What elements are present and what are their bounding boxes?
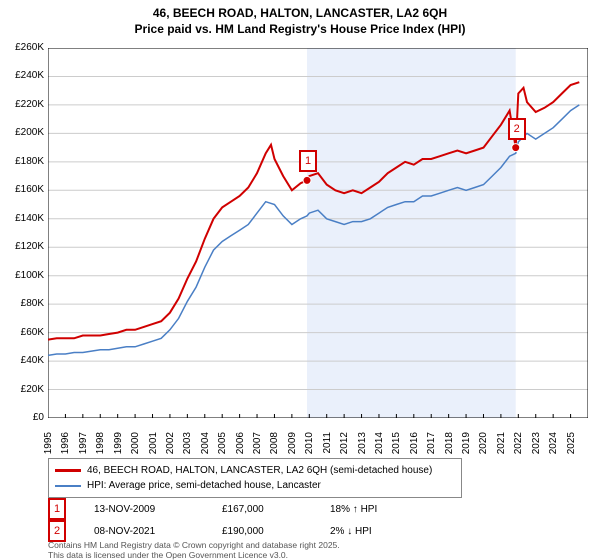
annotation-price-2: £190,000 — [222, 526, 302, 537]
legend-row-series1: 46, BEECH ROAD, HALTON, LANCASTER, LA2 6… — [55, 463, 455, 478]
y-axis-label: £60K — [4, 327, 44, 339]
annotation-marker-1: 1 — [48, 498, 66, 520]
x-axis-label: 2012 — [339, 432, 350, 454]
x-axis-label: 2017 — [426, 432, 437, 454]
x-axis-label: 2019 — [461, 432, 472, 454]
y-axis-label: £160K — [4, 184, 44, 196]
legend-swatch-series2 — [55, 485, 81, 487]
x-axis-label: 2013 — [357, 432, 368, 454]
x-axis-label: 1998 — [95, 432, 106, 454]
legend-swatch-series1 — [55, 469, 81, 472]
title-line2: Price paid vs. HM Land Registry's House … — [0, 22, 600, 38]
x-axis-label: 2001 — [148, 432, 159, 454]
x-axis-label: 2000 — [130, 432, 141, 454]
x-axis-label: 2011 — [322, 432, 333, 454]
y-axis-label: £140K — [4, 213, 44, 225]
x-axis-label: 2016 — [409, 432, 420, 454]
y-axis-label: £40K — [4, 355, 44, 367]
chart-svg — [48, 48, 588, 418]
annotation-hpi-2: 2% ↓ HPI — [330, 526, 430, 537]
x-axis-label: 2006 — [235, 432, 246, 454]
chart-marker-1: 1 — [299, 150, 317, 172]
x-axis-label: 2021 — [496, 432, 507, 454]
x-axis-label: 1995 — [43, 432, 54, 454]
annotation-row-1: 1 13-NOV-2009 £167,000 18% ↑ HPI — [48, 498, 430, 520]
annotation-price-1: £167,000 — [222, 504, 302, 515]
x-axis-label: 2009 — [287, 432, 298, 454]
annotation-date-1: 13-NOV-2009 — [94, 504, 194, 515]
annotation-hpi-1: 18% ↑ HPI — [330, 504, 430, 515]
y-axis-label: £260K — [4, 42, 44, 54]
chart-area: £0£20K£40K£60K£80K£100K£120K£140K£160K£1… — [48, 48, 588, 418]
x-axis-label: 2024 — [548, 432, 559, 454]
y-axis-label: £200K — [4, 127, 44, 139]
x-axis-label: 2004 — [200, 432, 211, 454]
legend-row-series2: HPI: Average price, semi-detached house,… — [55, 478, 455, 493]
annotation-row-2: 2 08-NOV-2021 £190,000 2% ↓ HPI — [48, 520, 430, 542]
x-axis-label: 2018 — [444, 432, 455, 454]
annotation-marker-2: 2 — [48, 520, 66, 542]
y-axis-label: £220K — [4, 99, 44, 111]
y-axis-label: £100K — [4, 270, 44, 282]
y-axis-label: £180K — [4, 156, 44, 168]
x-axis-label: 1997 — [78, 432, 89, 454]
x-axis-label: 2015 — [391, 432, 402, 454]
y-axis-label: £0 — [4, 412, 44, 424]
x-axis-label: 2002 — [165, 432, 176, 454]
legend-box: 46, BEECH ROAD, HALTON, LANCASTER, LA2 6… — [48, 458, 462, 498]
attribution: Contains HM Land Registry data © Crown c… — [48, 540, 340, 560]
x-axis-label: 2025 — [566, 432, 577, 454]
x-axis-label: 2007 — [252, 432, 263, 454]
chart-marker-2: 2 — [508, 118, 526, 140]
y-axis-label: £120K — [4, 241, 44, 253]
x-axis-label: 2020 — [478, 432, 489, 454]
x-axis-label: 2023 — [531, 432, 542, 454]
x-axis-label: 1996 — [60, 432, 71, 454]
x-axis-label: 2005 — [217, 432, 228, 454]
y-axis-label: £20K — [4, 384, 44, 396]
x-axis-label: 2008 — [269, 432, 280, 454]
legend-label-series2: HPI: Average price, semi-detached house,… — [87, 478, 321, 493]
x-axis-label: 2022 — [513, 432, 524, 454]
chart-container: 46, BEECH ROAD, HALTON, LANCASTER, LA2 6… — [0, 0, 600, 560]
legend-label-series1: 46, BEECH ROAD, HALTON, LANCASTER, LA2 6… — [87, 463, 432, 478]
y-axis-label: £240K — [4, 70, 44, 82]
attribution-line1: Contains HM Land Registry data © Crown c… — [48, 540, 340, 550]
x-axis-label: 2014 — [374, 432, 385, 454]
x-axis-label: 1999 — [113, 432, 124, 454]
attribution-line2: This data is licensed under the Open Gov… — [48, 550, 340, 560]
x-axis-label: 2003 — [182, 432, 193, 454]
x-axis-label: 2010 — [304, 432, 315, 454]
annotation-date-2: 08-NOV-2021 — [94, 526, 194, 537]
chart-title: 46, BEECH ROAD, HALTON, LANCASTER, LA2 6… — [0, 0, 600, 37]
y-axis-label: £80K — [4, 298, 44, 310]
title-line1: 46, BEECH ROAD, HALTON, LANCASTER, LA2 6… — [0, 6, 600, 22]
